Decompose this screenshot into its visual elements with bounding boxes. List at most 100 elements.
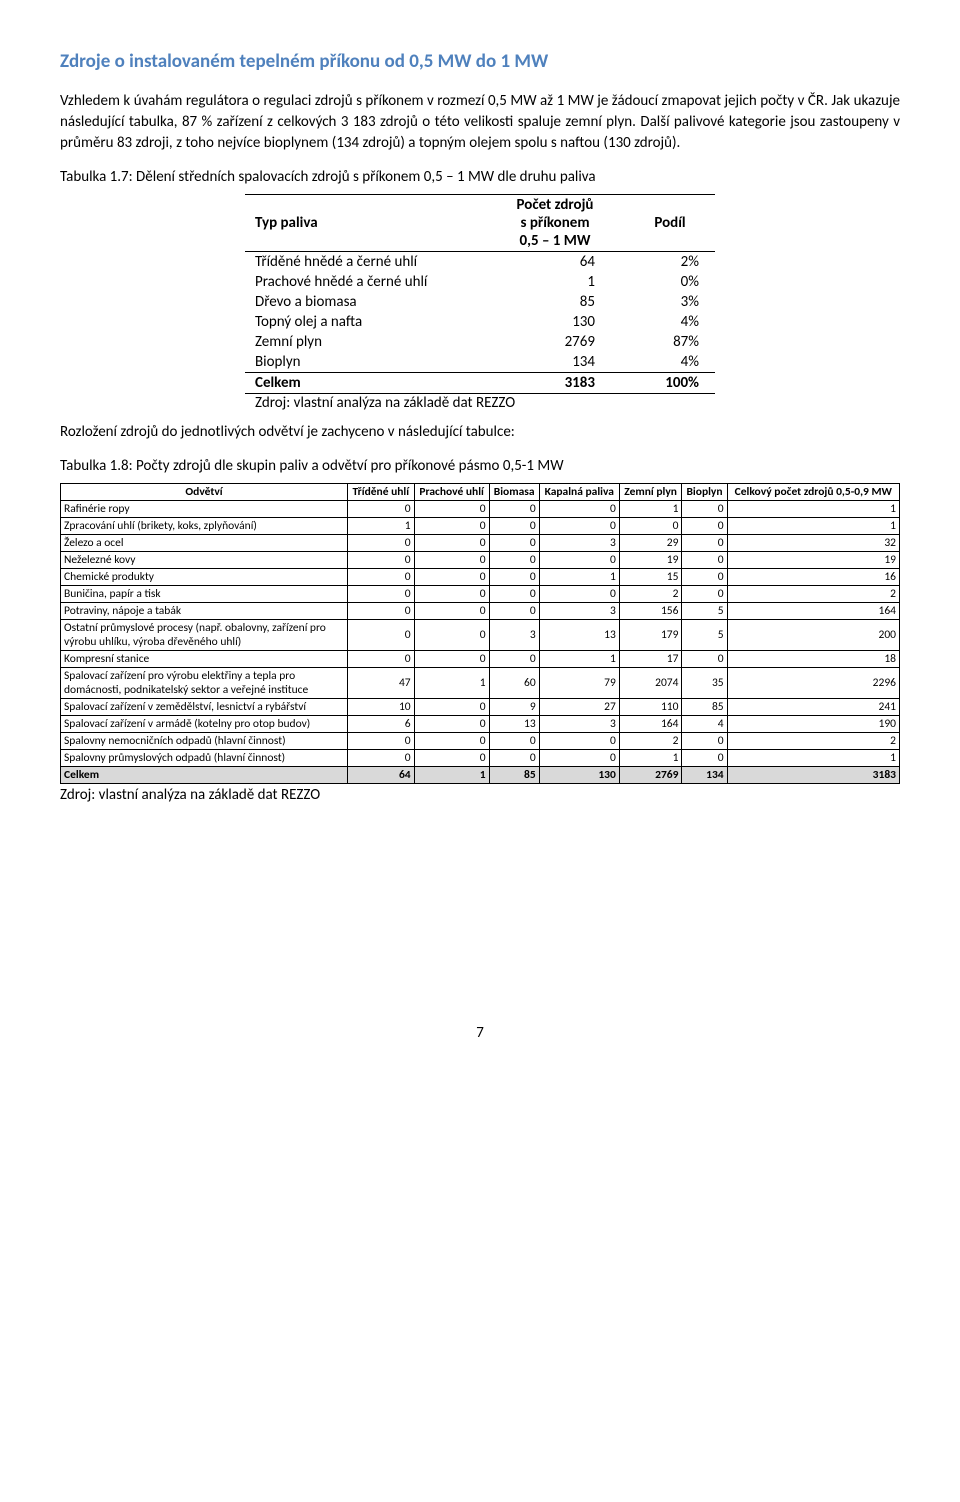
t2-row-value: 6: [348, 716, 415, 733]
t2-row-value: 179: [619, 620, 682, 651]
t2-row-value: 9: [489, 699, 539, 716]
t2-row-value: 0: [682, 535, 727, 552]
t2-hdr-bioplyn: Bioplyn: [682, 484, 727, 501]
t2-row-sector: Spalovny nemocničních odpadů (hlavní čin…: [61, 733, 348, 750]
t2-row-value: 0: [682, 569, 727, 586]
t2-total-label: Celkem: [61, 767, 348, 784]
t2-row-value: 79: [539, 668, 619, 699]
t2-hdr-sector: Odvětví: [61, 484, 348, 501]
t2-row-value: 0: [414, 518, 489, 535]
t2-row-value: 0: [489, 586, 539, 603]
t2-total-c1: 64: [348, 767, 415, 784]
t2-row-value: 5: [682, 603, 727, 620]
t2-row-value: 0: [348, 586, 415, 603]
t2-row-value: 16: [727, 569, 899, 586]
t2-row-value: 5: [682, 620, 727, 651]
t2-row-value: 0: [539, 501, 619, 518]
t1-hdr-count-l3: 0,5 – 1 MW: [495, 232, 615, 250]
t1-total-label: Celkem: [245, 373, 485, 394]
t2-row-value: 3: [539, 535, 619, 552]
t1-row-share: 2%: [625, 252, 715, 273]
t2-row-sector: Spalovací zařízení v armádě (kotelny pro…: [61, 716, 348, 733]
t2-row-value: 0: [489, 750, 539, 767]
t2-row-sector: Kompresní stanice: [61, 651, 348, 668]
t1-row-label: Prachové hnědé a černé uhlí: [245, 272, 485, 292]
t1-row-count: 130: [485, 312, 625, 332]
t1-row-count: 64: [485, 252, 625, 273]
t1-row-label: Topný olej a nafta: [245, 312, 485, 332]
t1-row-label: Bioplyn: [245, 352, 485, 373]
t2-row-value: 164: [727, 603, 899, 620]
t2-total-c7: 3183: [727, 767, 899, 784]
t2-row-value: 17: [619, 651, 682, 668]
t2-total-c4: 130: [539, 767, 619, 784]
t2-row-value: 0: [489, 535, 539, 552]
t2-row-value: 2074: [619, 668, 682, 699]
t2-row-value: 0: [414, 716, 489, 733]
t2-row-value: 0: [682, 733, 727, 750]
t2-row-value: 1: [539, 569, 619, 586]
t1-hdr-count-l2: s příkonem: [495, 214, 615, 232]
t2-row-value: 2: [619, 733, 682, 750]
t2-row-value: 19: [727, 552, 899, 569]
t2-row-sector: Zpracování uhlí (brikety, koks, zplyňová…: [61, 518, 348, 535]
t2-row-value: 0: [348, 535, 415, 552]
t2-row-value: 0: [348, 651, 415, 668]
t2-row-sector: Železo a ocel: [61, 535, 348, 552]
t2-source: Zdroj: vlastní analýza na základě dat RE…: [60, 786, 900, 804]
t2-row-value: 0: [539, 733, 619, 750]
t2-row-value: 1: [539, 651, 619, 668]
t2-row-value: 85: [682, 699, 727, 716]
t2-hdr-tridene: Tříděné uhlí: [348, 484, 415, 501]
t1-row-share: 4%: [625, 352, 715, 373]
t2-row-value: 1: [619, 501, 682, 518]
t2-row-value: 47: [348, 668, 415, 699]
t2-row-value: 0: [348, 733, 415, 750]
t1-hdr-share: Podíl: [625, 195, 715, 252]
paragraph-intro: Vzhledem k úvahám regulátora o regulaci …: [60, 91, 900, 154]
t1-row-count: 2769: [485, 332, 625, 352]
t2-row-value: 3: [539, 603, 619, 620]
t2-row-value: 4: [682, 716, 727, 733]
t2-row-value: 0: [348, 603, 415, 620]
t1-row-label: Dřevo a biomasa: [245, 292, 485, 312]
t2-row-value: 241: [727, 699, 899, 716]
t2-row-value: 0: [539, 518, 619, 535]
t2-row-value: 0: [489, 733, 539, 750]
t2-row-value: 0: [489, 518, 539, 535]
t1-row-share: 3%: [625, 292, 715, 312]
t2-row-value: 0: [682, 552, 727, 569]
t2-row-value: 1: [727, 750, 899, 767]
t2-row-sector: Ostatní průmyslové procesy (např. obalov…: [61, 620, 348, 651]
t2-row-value: 0: [414, 750, 489, 767]
t2-row-value: 1: [348, 518, 415, 535]
t2-row-sector: Rafinérie ropy: [61, 501, 348, 518]
t2-row-value: 0: [414, 535, 489, 552]
t2-row-value: 0: [539, 552, 619, 569]
t2-row-value: 190: [727, 716, 899, 733]
t2-row-value: 0: [619, 518, 682, 535]
t2-row-value: 0: [348, 620, 415, 651]
t2-row-value: 110: [619, 699, 682, 716]
t2-row-value: 0: [489, 603, 539, 620]
table-1-7: Typ paliva Počet zdrojů s příkonem 0,5 –…: [245, 194, 715, 394]
t2-row-value: 1: [619, 750, 682, 767]
t1-hdr-fuel: Typ paliva: [245, 195, 485, 252]
table-1-8: Odvětví Tříděné uhlí Prachové uhlí Bioma…: [60, 483, 900, 784]
t2-row-value: 0: [539, 750, 619, 767]
t2-row-value: 164: [619, 716, 682, 733]
t2-hdr-prachove: Prachové uhlí: [414, 484, 489, 501]
t2-row-value: 0: [414, 651, 489, 668]
t2-row-value: 13: [489, 716, 539, 733]
t2-row-value: 0: [539, 586, 619, 603]
t2-row-value: 18: [727, 651, 899, 668]
t2-row-value: 0: [682, 651, 727, 668]
t2-row-value: 2: [619, 586, 682, 603]
t1-row-share: 87%: [625, 332, 715, 352]
t2-row-value: 0: [489, 501, 539, 518]
t1-total-share: 100%: [625, 373, 715, 394]
t2-row-value: 156: [619, 603, 682, 620]
t2-row-value: 0: [414, 603, 489, 620]
t2-row-sector: Buničina, papír a tisk: [61, 586, 348, 603]
t2-row-value: 0: [414, 569, 489, 586]
